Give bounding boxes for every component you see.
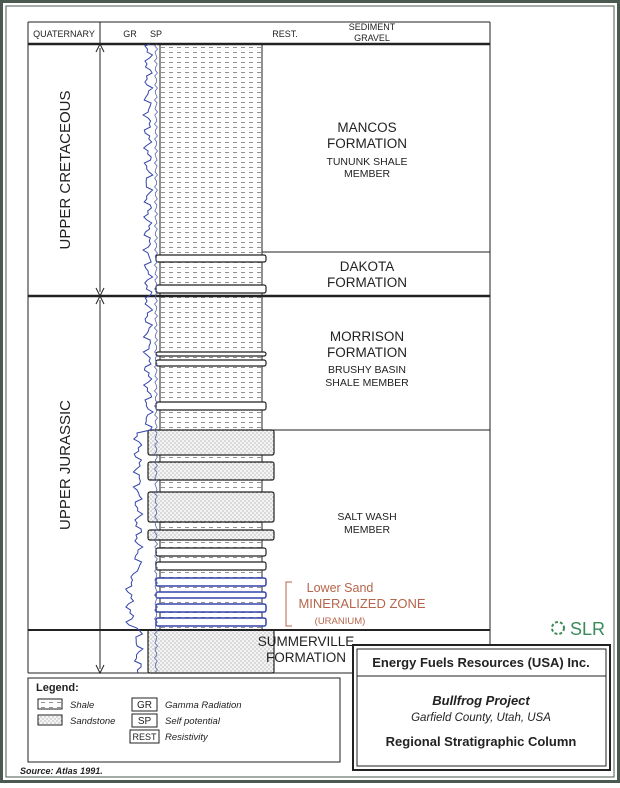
project: Bullfrog Project (432, 693, 530, 708)
formation: FORMATION (327, 345, 407, 360)
frame (27, 21, 491, 675)
bed (155, 591, 267, 599)
legend-swatch (37, 714, 63, 726)
bed (155, 617, 267, 627)
formation: DAKOTA (340, 259, 395, 274)
bed (155, 577, 267, 587)
formation: MORRISON (330, 329, 404, 344)
zone-label: (URANIUM) (315, 616, 366, 627)
title: Regional Stratigraphic Column (386, 734, 577, 749)
legend-code: REST (132, 732, 157, 742)
header: REST. (272, 29, 298, 39)
bed (155, 284, 267, 294)
legend-label: Gamma Radiation (165, 700, 242, 711)
bed (155, 359, 267, 367)
bed (147, 629, 275, 674)
formation: MANCOS (337, 120, 396, 135)
header: GRAVEL (354, 33, 390, 43)
formation: SUMMERVILLE (258, 634, 355, 649)
legend-code: GR (137, 700, 152, 711)
bracket (285, 581, 292, 627)
zone-label: Lower Sand (307, 581, 374, 595)
member: TUNUNK SHALE (326, 156, 407, 168)
title-block-inner (356, 648, 607, 767)
title-block (352, 644, 611, 771)
header: SEDIMENT (349, 22, 396, 32)
age-label: UPPER JURASSIC (57, 400, 74, 530)
member: MEMBER (344, 168, 391, 180)
bed (147, 429, 275, 456)
member: BRUSHY BASIN (328, 364, 406, 376)
company: Energy Fuels Resources (USA) Inc. (372, 655, 589, 670)
bed (155, 547, 267, 557)
bed (155, 254, 267, 263)
bed (155, 603, 267, 613)
bed (155, 401, 267, 411)
legend-label: Shale (70, 700, 94, 711)
bed (155, 351, 267, 357)
member: MEMBER (344, 524, 391, 536)
legend-box (131, 713, 158, 728)
header: GR (123, 29, 137, 39)
bed (147, 491, 275, 523)
logo-text: SLR (570, 619, 605, 639)
legend-label: Sandstone (70, 716, 115, 727)
column (147, 43, 275, 674)
header: SP (150, 29, 162, 39)
formation: FORMATION (327, 136, 407, 151)
legend-title: Legend: (36, 682, 79, 694)
age-label: UPPER CRETACEOUS (57, 91, 74, 250)
legend-label: Resistivity (165, 732, 209, 743)
legend-box (129, 729, 160, 744)
location: Garfield County, Utah, USA (411, 712, 551, 724)
legend (27, 677, 341, 763)
header: QUATERNARY (33, 29, 95, 39)
inner-border (5, 5, 615, 778)
bed (147, 461, 275, 481)
bed (147, 529, 275, 541)
legend-box (131, 697, 158, 712)
sp-log (153, 43, 159, 674)
logo: SLR (551, 619, 605, 639)
formation: FORMATION (266, 650, 346, 665)
legend-code: SP (138, 716, 152, 727)
gr-log (124, 43, 154, 674)
legend-swatch (37, 698, 63, 710)
legend-label: Self potential (165, 716, 221, 727)
source: Source: Atlas 1991. (20, 766, 103, 776)
zone-label: MINERALIZED ZONE (298, 596, 425, 611)
bed (155, 561, 267, 571)
formation: FORMATION (327, 275, 407, 290)
member: SALT WASH (337, 511, 396, 523)
member: SHALE MEMBER (325, 377, 409, 389)
